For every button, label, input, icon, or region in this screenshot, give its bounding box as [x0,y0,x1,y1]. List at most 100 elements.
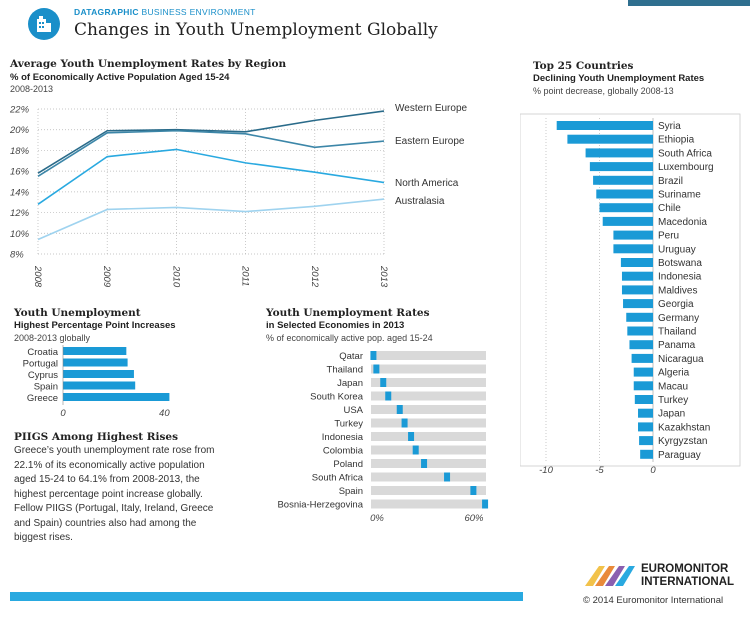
bar [585,148,653,158]
bar [640,449,653,459]
line-chart: 8% 10% 12% 14% 16% 18% 20% 22% 2008 2009 2010 2011 2… [9,103,468,288]
bar [589,162,653,172]
track [371,378,486,387]
piigs-line: aged 15-24 to 64.1% from 2008-2013, the [14,474,200,485]
pp-chart-subtitle: Highest Percentage Point Increases [14,320,176,331]
logo-line-1: EUROMONITOR [641,563,729,575]
row-label: Japan [337,378,363,389]
x-tick-label: 2010 [170,265,181,288]
bar [556,121,653,130]
value-marker [385,391,392,401]
bar-label: Macau [658,381,688,392]
series-line [37,198,385,241]
piigs-line: and Spain) countries also had among the [14,517,197,529]
euromonitor-logo-icon [585,566,635,586]
building-icon [28,8,60,40]
top25-note: % point decrease, globally 2008-13 [533,86,674,96]
bar-label: Ethiopia [658,135,695,146]
value-marker [421,459,428,468]
x-tick-label: 40 [159,408,170,419]
bar-label: Spain [34,382,58,393]
bar-label: Botswana [658,258,702,269]
row-label: South Korea [310,392,364,403]
header-tag-rest: BUSINESS ENVIRONMENT [141,7,256,17]
header-tag: DATAGRAPHIC BUSINESS ENVIRONMENT [74,7,256,17]
selected-chart-title: Youth Unemployment Rates [266,307,430,319]
track [371,405,486,414]
series-line [37,148,385,205]
bar [620,258,653,267]
bar-label: Panama [658,340,696,351]
track [371,432,486,441]
series-line [37,110,385,174]
footer-bar [10,592,523,601]
bar [613,230,653,240]
row-label: Poland [333,459,363,470]
series-label: Eastern Europe [395,136,465,147]
track [371,391,486,401]
row-label: Spain [339,486,363,497]
piigs-paragraph: Greece’s youth unemployment rate rose fr… [14,444,254,546]
bar-label: Uruguay [658,244,696,255]
bar [602,216,653,226]
bar [596,189,653,199]
piigs-heading: PIIGS Among Highest Rises [14,431,179,443]
series-label: Australasia [395,196,445,207]
bar-label: Suriname [658,190,701,201]
y-tick-label: 14% [10,187,30,198]
row-label: Bosnia-Herzegovina [277,500,363,511]
row-label: Qatar [339,351,363,362]
x-tick-label: 2008 [32,265,43,288]
bar [599,203,653,213]
value-marker [401,418,408,428]
x-tick-label: 0% [370,513,384,524]
bar-label: Greece [27,393,58,404]
header-tag-bold: DATAGRAPHIC [74,7,139,17]
value-marker [408,432,415,441]
bar-label: Georgia [658,299,694,310]
bar-label: Indonesia [658,272,702,283]
piigs-line: highest percentage point increase global… [14,488,203,500]
bar-label: Cyprus [28,370,58,381]
chart-frame [520,113,741,467]
track [371,499,486,509]
pp-chart-note: 2008-2013 globally [14,333,91,343]
bar [621,271,653,281]
piigs-line: Fellow PIIGS (Portugal, Italy, Ireland, … [14,503,214,514]
pp-chart-title: Youth Unemployment [14,307,141,319]
bar [634,395,653,404]
selected-chart-note: % of economically active pop. aged 15-24 [266,333,433,343]
bar-label: Syria [658,121,681,132]
x-tick-label: -5 [595,465,604,476]
bar-label: Luxembourg [658,162,714,173]
x-tick-label: 2011 [240,265,251,286]
bar-label: Chile [658,203,681,214]
row-label: Colombia [323,446,364,457]
value-marker [444,472,451,482]
x-tick-label: 2013 [378,265,389,288]
value-marker [380,378,387,387]
bar [631,353,653,363]
top25-chart: Syria Ethiopia South Africa Luxembourg Brazi… [520,113,741,476]
y-tick-label: 16% [10,167,30,178]
bar-label: Paraguay [658,450,701,461]
value-marker [470,486,477,495]
bar [63,347,127,355]
series-line [37,129,385,177]
x-tick-label: 0 [650,465,656,476]
piigs-line: biggest rises. [14,532,73,543]
line-chart-subtitle: % of Economically Active Population Aged… [10,72,230,83]
bar [623,299,653,309]
series-label: North America [395,178,459,189]
row-label: Turkey [334,419,363,430]
bar-label: Maldives [658,285,697,296]
row-label: Thailand [327,365,363,376]
x-tick-label: 2012 [309,265,320,288]
line-chart-note: 2008-2013 [10,84,54,94]
bar [638,422,653,432]
page-title: Changes in Youth Unemployment Globally [74,20,438,40]
bar-label: Croatia [27,347,58,358]
bar-label: Nicaragua [658,354,704,365]
track [371,418,486,428]
